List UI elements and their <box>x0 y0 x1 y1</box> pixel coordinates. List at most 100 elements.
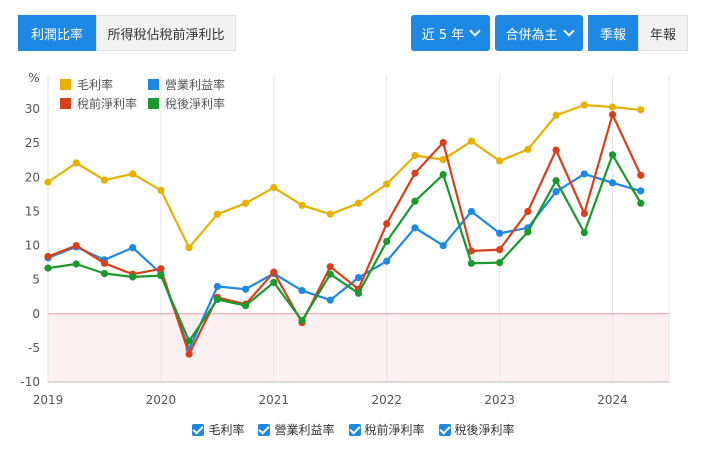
checkbox-icon[interactable] <box>192 423 205 436</box>
data-point-operating <box>213 282 221 291</box>
data-point-net <box>411 197 419 205</box>
x-tick-label: 2024 <box>597 393 628 407</box>
legend-toggle-pretax[interactable]: 稅前淨利率 <box>348 421 425 438</box>
data-point-pretax <box>185 350 193 358</box>
y-tick-label: 10 <box>25 239 40 253</box>
data-point-operating <box>241 285 250 293</box>
period-dropdown[interactable]: 近 5 年 <box>411 15 490 51</box>
data-point-gross <box>72 159 80 167</box>
data-point-net <box>129 273 137 281</box>
tab-tax-ratio[interactable]: 所得稅佔稅前淨利比 <box>96 15 236 51</box>
data-point-net <box>439 171 447 179</box>
y-axis-unit: % <box>28 71 39 85</box>
data-point-net <box>270 278 278 286</box>
data-point-net <box>354 289 363 297</box>
data-point-gross <box>354 199 363 207</box>
legend-label-net: 稅後淨利率 <box>165 96 225 111</box>
legend-label-operating: 營業利益率 <box>165 77 225 92</box>
data-point-gross <box>383 180 391 188</box>
legend-toggle-operating[interactable]: 營業利益率 <box>258 421 335 438</box>
data-point-net <box>241 301 250 310</box>
data-point-pretax <box>326 263 334 271</box>
negative-zone <box>48 313 669 382</box>
chevron-down-icon <box>469 25 481 37</box>
chevron-down-icon <box>562 25 575 37</box>
data-point-pretax <box>44 252 52 261</box>
data-point-gross <box>44 178 52 186</box>
scope-dropdown[interactable]: 合併為主 <box>495 15 583 51</box>
legend-toggle-label: 營業利益率 <box>274 423 335 437</box>
data-point-pretax <box>496 246 504 254</box>
data-point-operating <box>439 241 447 250</box>
data-point-pretax <box>157 265 165 273</box>
data-point-operating <box>411 224 419 232</box>
profit-ratio-chart: 2019 2020 2021 2022 2023 2024 -10 -5 0 5 10 15 20 25 3… <box>20 71 670 407</box>
legend-swatch-gross <box>60 79 71 90</box>
legend-toggle-label: 毛利率 <box>208 423 245 437</box>
legend-toggle-net[interactable]: 稅後淨利率 <box>438 421 515 438</box>
x-tick-label: 2019 <box>33 393 64 407</box>
data-point-pretax <box>608 110 617 119</box>
data-point-net <box>185 337 193 345</box>
legend-toggle-gross[interactable]: 毛利率 <box>192 421 244 438</box>
y-tick-label: -5 <box>28 341 40 355</box>
series-line-net <box>47 153 642 343</box>
data-point-operating <box>298 286 306 295</box>
data-point-net <box>608 151 617 159</box>
checkbox-icon[interactable] <box>258 423 271 436</box>
x-tick-label: 2023 <box>484 393 515 407</box>
quarterly-toggle[interactable]: 季報 <box>588 15 638 51</box>
data-point-gross <box>157 186 165 194</box>
data-point-pretax <box>383 220 391 228</box>
data-point-gross <box>411 151 419 160</box>
data-point-net <box>72 260 80 268</box>
x-tick-label: 2020 <box>146 393 177 407</box>
bottom-legend: 毛利率 營業利益率 稅前淨利率 稅後淨利率 <box>0 421 707 438</box>
data-point-pretax <box>580 209 588 218</box>
legend-swatch-net <box>148 98 159 109</box>
tab-profit-ratio[interactable]: 利潤比率 <box>18 15 96 51</box>
data-point-net <box>580 228 588 237</box>
annual-toggle[interactable]: 年報 <box>638 15 688 51</box>
data-point-gross <box>524 145 532 153</box>
series-line-pretax <box>47 113 642 356</box>
data-point-pretax <box>637 171 645 179</box>
period-label: 近 5 年 <box>421 27 465 43</box>
x-tick-label: 2021 <box>259 393 290 407</box>
data-point-gross <box>552 111 560 119</box>
data-point-gross <box>100 176 109 184</box>
y-tick-label: -10 <box>20 375 40 389</box>
data-point-net <box>100 269 109 278</box>
y-tick-label: 30 <box>25 102 40 116</box>
data-point-pretax <box>72 241 80 250</box>
data-point-pretax <box>552 146 560 154</box>
data-point-gross <box>326 210 334 218</box>
data-point-gross <box>580 101 588 109</box>
data-point-gross <box>185 244 193 252</box>
data-point-net <box>213 295 221 304</box>
data-point-net <box>637 199 645 207</box>
data-point-gross <box>270 183 278 192</box>
data-point-operating <box>637 187 645 195</box>
data-point-gross <box>298 201 306 209</box>
legend-swatch-pretax <box>60 98 71 109</box>
data-point-net <box>326 270 334 278</box>
data-point-operating <box>326 296 334 304</box>
data-point-operating <box>383 257 391 265</box>
data-point-net <box>44 264 52 272</box>
y-tick-label: 5 <box>32 273 40 287</box>
legend-label-pretax: 稅前淨利率 <box>77 96 137 111</box>
legend-label-gross: 毛利率 <box>77 77 113 92</box>
data-point-net <box>524 228 532 236</box>
legend-swatch-operating <box>148 79 159 90</box>
data-point-gross <box>439 155 447 164</box>
scope-label: 合併為主 <box>505 27 558 43</box>
y-tick-label: 25 <box>25 136 40 150</box>
data-point-pretax <box>524 207 532 216</box>
y-tick-label: 20 <box>25 170 40 184</box>
checkbox-icon[interactable] <box>348 423 361 436</box>
legend-toggle-label: 稅後淨利率 <box>454 423 515 437</box>
data-point-operating <box>580 170 588 178</box>
data-point-operating <box>129 244 137 252</box>
checkbox-icon[interactable] <box>438 423 451 436</box>
